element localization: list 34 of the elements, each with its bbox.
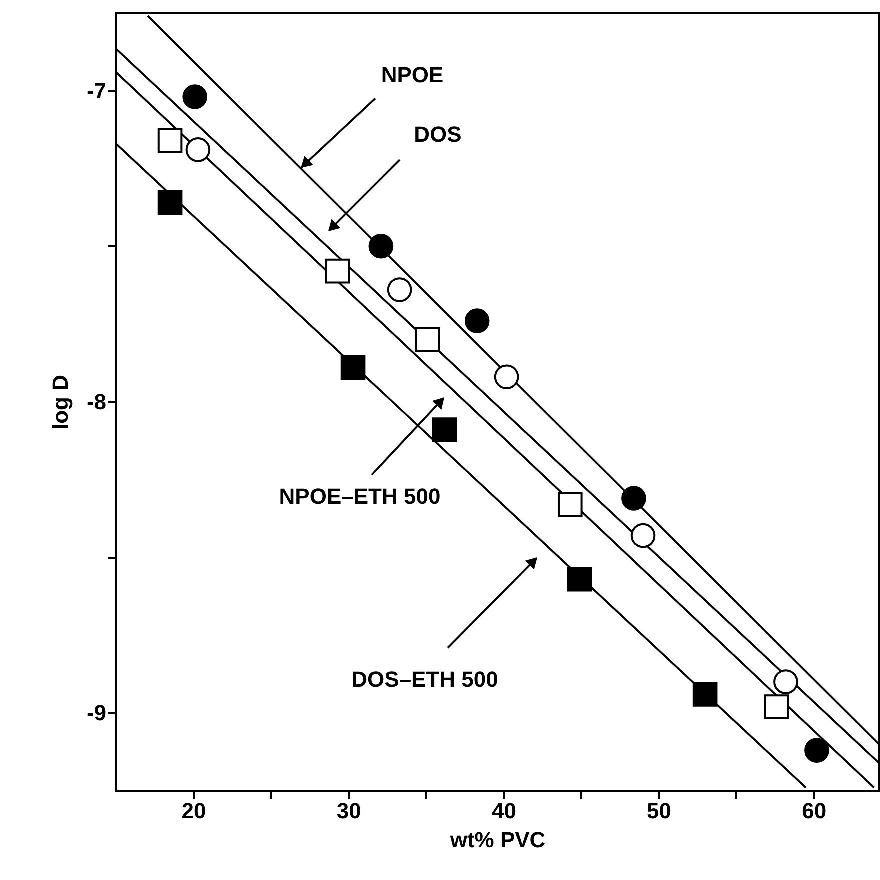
x-tick-label: 20 — [182, 798, 206, 824]
point — [340, 355, 366, 380]
x-tick-label: 60 — [802, 798, 827, 824]
y-tick-label: -9 — [86, 700, 106, 726]
point — [325, 258, 350, 284]
annotation: DOS — [414, 122, 462, 147]
point — [804, 738, 830, 763]
point — [622, 486, 646, 511]
x-tick-label: 50 — [647, 798, 672, 824]
annotation: NPOE — [381, 62, 444, 88]
point — [158, 128, 183, 153]
point — [464, 308, 490, 334]
point — [558, 492, 583, 518]
point — [415, 327, 440, 352]
point — [387, 278, 412, 302]
point — [432, 418, 458, 442]
point — [630, 523, 656, 548]
point — [764, 694, 790, 720]
x-axis-title: wt% PVC — [449, 828, 546, 852]
annotation: DOS–ETH 500 — [352, 667, 498, 692]
y-tick-label: -8 — [86, 390, 106, 414]
y-tick-label: -7 — [86, 78, 106, 104]
point — [692, 682, 718, 707]
x-tick-label: 40 — [492, 798, 516, 824]
point — [774, 670, 798, 694]
x-tick-label: 30 — [336, 798, 362, 824]
point — [158, 190, 183, 216]
point — [186, 138, 211, 162]
point — [368, 234, 394, 259]
point — [567, 566, 592, 592]
point — [182, 84, 208, 110]
point — [494, 364, 520, 390]
y-axis-title: log D — [48, 375, 73, 430]
annotation: NPOE–ETH 500 — [279, 484, 441, 509]
